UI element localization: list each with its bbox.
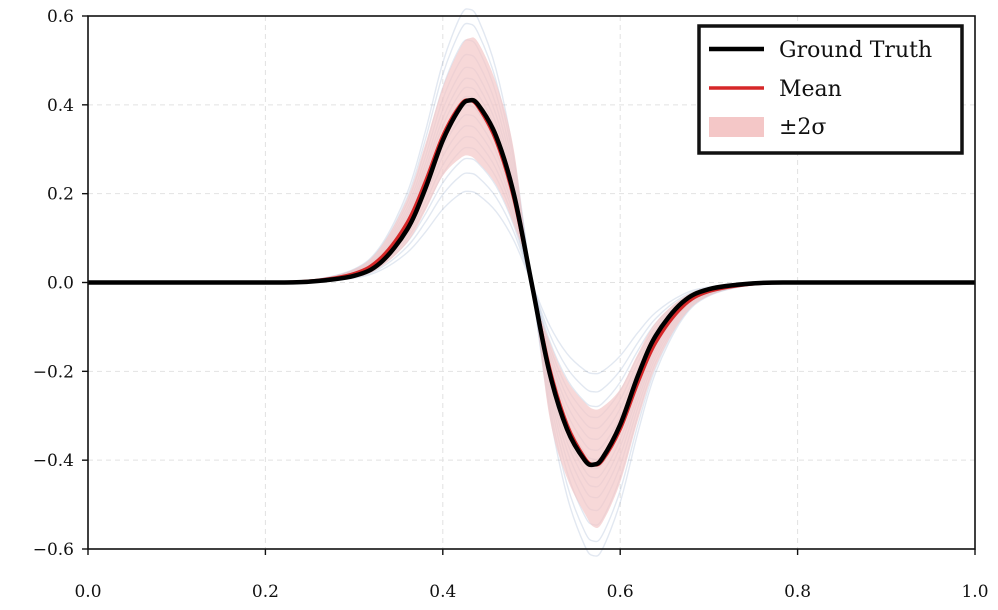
y-tick-label: −0.4 — [33, 451, 74, 471]
x-tick-label: 0.2 — [252, 582, 279, 602]
y-tick-label: −0.6 — [33, 540, 74, 560]
legend-label-mean: Mean — [779, 77, 842, 102]
series-lines — [87, 97, 975, 468]
x-tick-label: 0.8 — [784, 582, 811, 602]
x-tick-label: 1.0 — [961, 582, 988, 602]
ground-truth-line — [87, 97, 975, 468]
y-tick-label: −0.2 — [33, 362, 74, 382]
axis-ticks: 0.0 0.2 0.4 0.6 0.8 1.0 −0.6 −0.4 −0.2 0.0 0.2 0.4 0… — [33, 7, 989, 602]
x-tick-label: 0.4 — [429, 582, 456, 602]
y-tick-label: 0.6 — [47, 7, 74, 27]
legend-label-band: ±2σ — [779, 115, 826, 140]
y-tick-label: 0.0 — [47, 274, 74, 294]
x-tick-label: 0.0 — [74, 582, 101, 602]
legend: Ground Truth Mean ±2σ — [697, 24, 964, 155]
y-tick-label: 0.2 — [47, 185, 74, 205]
legend-swatch-band — [709, 117, 764, 137]
legend-label-ground-truth: Ground Truth — [779, 38, 932, 63]
y-tick-label: 0.4 — [47, 96, 74, 116]
x-tick-label: 0.6 — [607, 582, 634, 602]
